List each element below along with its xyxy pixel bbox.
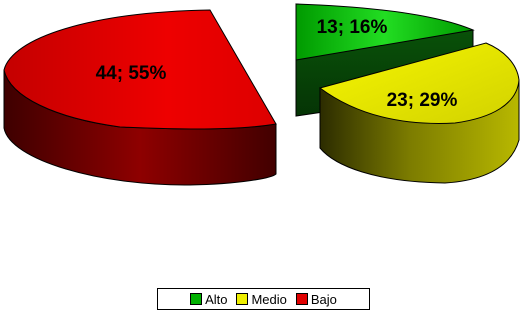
legend-label-medio: Medio (251, 291, 287, 307)
slice-medio (318, 42, 520, 184)
slice-alto-top (295, 3, 475, 61)
data-label-medio: 23; 29% (387, 90, 458, 111)
legend-entry-bajo: Bajo (295, 291, 337, 307)
legend-label-alto: Alto (205, 291, 228, 307)
legend-entry-alto: Alto (190, 292, 227, 307)
legend-swatch-bajo (295, 293, 308, 305)
data-label-alto: 13; 16% (317, 17, 388, 38)
slice-bajo-top (3, 9, 277, 130)
slice-bajo (3, 9, 277, 186)
data-label-bajo: 44; 55% (96, 63, 167, 84)
slice-medio-top (318, 42, 520, 124)
legend-swatch-alto (190, 293, 203, 305)
legend: Alto Medio Bajo (157, 288, 370, 310)
legend-entry-medio: Medio (236, 291, 287, 307)
legend-swatch-medio (236, 293, 249, 305)
legend-label-bajo: Bajo (310, 291, 337, 307)
